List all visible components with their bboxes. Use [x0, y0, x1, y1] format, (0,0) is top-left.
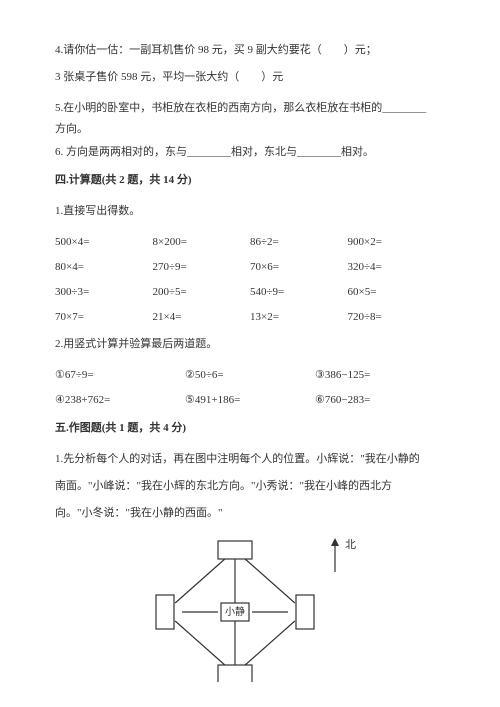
calc-cell: ⑥760−283=: [315, 390, 445, 411]
q6: 6. 方向是两两相对的，东与________相对，东北与________相对。: [55, 142, 445, 163]
calc-cell: ③386−125=: [315, 365, 445, 386]
section5-q1-l1: 1.先分析每个人的对话，再在图中注明每个人的位置。小辉说："我在小静的: [55, 449, 445, 470]
q5-line2: 方向。: [55, 119, 445, 140]
calc-grid2: ①67÷9=②50÷6=③386−125= ④238+762=⑤491+186=⑥…: [55, 365, 445, 411]
q4-line2: 3 张桌子售价 598 元，平均一张大约（ ）元: [55, 67, 445, 88]
calc-cell: 320÷4=: [348, 257, 446, 278]
calc-cell: 540÷9=: [250, 282, 348, 303]
section4-title: 四.计算题(共 2 题，共 14 分): [55, 170, 445, 191]
calc-cell: ②50÷6=: [185, 365, 315, 386]
section5-q1-l2: 南面。"小峰说："我在小辉的东北方向。"小秀说："我在小峰的西北方: [55, 476, 445, 497]
section5-q1-l3: 向。"小冬说："我在小静的西面。": [55, 503, 445, 524]
calc-row: 70×7=21×4=13×2=720÷8=: [55, 307, 445, 328]
calc-cell: 300÷3=: [55, 282, 153, 303]
svg-text:北: 北: [345, 538, 356, 551]
calc-cell: 8×200=: [153, 232, 251, 253]
svg-text:小静: 小静: [225, 605, 245, 618]
calc-cell: ④238+762=: [55, 390, 185, 411]
direction-diagram: 小静 北: [135, 532, 365, 682]
calc-cell: 86÷2=: [250, 232, 348, 253]
section4-q1: 1.直接写出得数。: [55, 201, 445, 222]
calc-grid: 500×4=8×200=86÷2=900×2=80×4=270÷9=70×6=3…: [55, 232, 445, 328]
calc-cell: 13×2=: [250, 307, 348, 328]
calc-cell: 900×2=: [348, 232, 446, 253]
diagram-wrap: 小静 北: [55, 532, 445, 682]
calc-cell: 200÷5=: [153, 282, 251, 303]
calc-cell: 720÷8=: [348, 307, 446, 328]
calc-cell: 70×6=: [250, 257, 348, 278]
section5-title: 五.作图题(共 1 题，共 4 分): [55, 418, 445, 439]
calc-row: 80×4=270÷9=70×6=320÷4=: [55, 257, 445, 278]
calc-cell: 270÷9=: [153, 257, 251, 278]
calc-row: 300÷3=200÷5=540÷9=60×5=: [55, 282, 445, 303]
calc-cell: 80×4=: [55, 257, 153, 278]
calc-cell: ⑤491+186=: [185, 390, 315, 411]
calc-cell: 70×7=: [55, 307, 153, 328]
section4-q2: 2.用竖式计算并验算最后两道题。: [55, 334, 445, 355]
calc-row: ④238+762=⑤491+186=⑥760−283=: [55, 390, 445, 411]
calc-row: 500×4=8×200=86÷2=900×2=: [55, 232, 445, 253]
calc-cell: ①67÷9=: [55, 365, 185, 386]
calc-cell: 60×5=: [348, 282, 446, 303]
calc-cell: 21×4=: [153, 307, 251, 328]
calc-row: ①67÷9=②50÷6=③386−125=: [55, 365, 445, 386]
q4-line1: 4.请你估一估：一副耳机售价 98 元，买 9 副大约要花（ ）元；: [55, 40, 445, 61]
q5-line1: 5.在小明的卧室中，书柜放在衣柜的西南方向，那么衣柜放在书柜的________: [55, 98, 445, 119]
calc-cell: 500×4=: [55, 232, 153, 253]
